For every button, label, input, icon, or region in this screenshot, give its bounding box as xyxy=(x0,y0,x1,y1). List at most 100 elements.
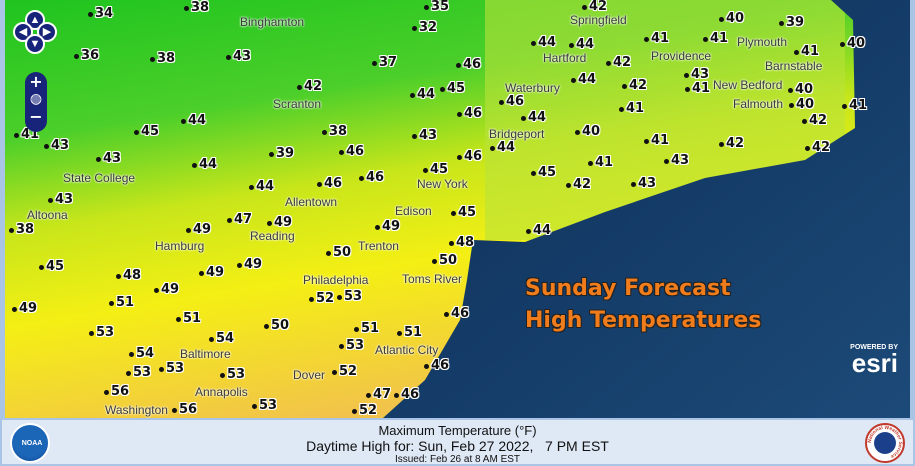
zoom-out-button[interactable]: − xyxy=(29,107,43,126)
temperature-point[interactable]: 43 xyxy=(411,128,438,143)
temperature-point[interactable]: 42 xyxy=(296,79,323,94)
temperature-point[interactable]: 53 xyxy=(88,325,115,340)
temperature-point[interactable]: 47 xyxy=(365,387,392,402)
temperature-point[interactable]: 41 xyxy=(643,133,670,148)
temperature-point[interactable]: 44 xyxy=(489,140,516,155)
temperature-point[interactable]: 41 xyxy=(643,31,670,46)
temperature-point[interactable]: 46 xyxy=(456,106,483,121)
temperature-point[interactable]: 45 xyxy=(450,205,477,220)
globe-icon[interactable]: ◍ xyxy=(29,91,43,107)
temperature-point[interactable]: 36 xyxy=(73,48,100,63)
temperature-point[interactable]: 51 xyxy=(396,325,423,340)
temperature-point[interactable]: 46 xyxy=(338,144,365,159)
zoom-in-button[interactable]: + xyxy=(29,72,43,91)
temperature-point[interactable]: 38 xyxy=(149,51,176,66)
temperature-point[interactable]: 50 xyxy=(431,253,458,268)
temperature-point[interactable]: 39 xyxy=(778,15,805,30)
temperature-point[interactable]: 37 xyxy=(371,55,398,70)
temperature-point[interactable]: 49 xyxy=(153,282,180,297)
temperature-point[interactable]: 44 xyxy=(530,35,557,50)
temperature-point[interactable]: 50 xyxy=(263,318,290,333)
temperature-point[interactable]: 42 xyxy=(621,78,648,93)
temperature-point[interactable]: 53 xyxy=(125,365,152,380)
temperature-point[interactable]: 53 xyxy=(219,367,246,382)
temperature-point[interactable]: 45 xyxy=(530,165,557,180)
temperature-point[interactable]: 48 xyxy=(115,268,142,283)
temperature-point[interactable]: 49 xyxy=(266,215,293,230)
temperature-point[interactable]: 42 xyxy=(581,0,608,14)
temperature-point[interactable]: 45 xyxy=(133,124,160,139)
temperature-point[interactable]: 43 xyxy=(43,138,70,153)
temperature-point[interactable]: 35 xyxy=(423,0,450,14)
temperature-point[interactable]: 43 xyxy=(225,49,252,64)
temperature-point[interactable]: 40 xyxy=(788,97,815,112)
temperature-point[interactable]: 41 xyxy=(793,44,820,59)
temperature-point[interactable]: 41 xyxy=(618,101,645,116)
temperature-point[interactable]: 49 xyxy=(374,219,401,234)
temperature-point[interactable]: 46 xyxy=(498,94,525,109)
temperature-point[interactable]: 53 xyxy=(251,398,278,413)
temperature-point[interactable]: 51 xyxy=(353,321,380,336)
temperature-point[interactable]: 52 xyxy=(308,291,335,306)
temperature-point[interactable]: 47 xyxy=(226,212,253,227)
pan-down-button[interactable]: ▼ xyxy=(25,34,45,54)
temperature-point[interactable]: 53 xyxy=(336,289,363,304)
temperature-point[interactable]: 48 xyxy=(448,235,475,250)
temperature-point[interactable]: 56 xyxy=(171,402,198,417)
temperature-point[interactable]: 54 xyxy=(128,346,155,361)
temperature-point[interactable]: 42 xyxy=(804,140,831,155)
temperature-point[interactable]: 49 xyxy=(185,222,212,237)
temperature-point[interactable]: 42 xyxy=(565,177,592,192)
temperature-point[interactable]: 51 xyxy=(175,311,202,326)
temperature-point[interactable]: 44 xyxy=(520,110,547,125)
temperature-point[interactable]: 44 xyxy=(568,37,595,52)
temperature-point[interactable]: 52 xyxy=(331,364,358,379)
temperature-point[interactable]: 52 xyxy=(351,403,378,418)
temperature-point[interactable]: 44 xyxy=(570,72,597,87)
temperature-point[interactable]: 54 xyxy=(208,331,235,346)
temperature-point[interactable]: 41 xyxy=(702,31,729,46)
temperature-point[interactable]: 41 xyxy=(684,81,711,96)
temperature-point[interactable]: 45 xyxy=(439,81,466,96)
temperature-point[interactable]: 46 xyxy=(455,57,482,72)
temperature-point[interactable]: 44 xyxy=(409,87,436,102)
temperature-point[interactable]: 38 xyxy=(8,222,35,237)
temperature-point[interactable]: 42 xyxy=(801,113,828,128)
temperature-point[interactable]: 46 xyxy=(316,176,343,191)
temperature-point[interactable]: 45 xyxy=(422,162,449,177)
temperature-point[interactable]: 43 xyxy=(630,176,657,191)
temperature-point[interactable]: 40 xyxy=(718,11,745,26)
temperature-point[interactable]: 46 xyxy=(358,170,385,185)
temperature-point[interactable]: 46 xyxy=(423,358,450,373)
temperature-point[interactable]: 46 xyxy=(443,306,470,321)
temperature-point[interactable]: 43 xyxy=(47,192,74,207)
temperature-point[interactable]: 38 xyxy=(183,0,210,15)
temperature-point[interactable]: 53 xyxy=(158,361,185,376)
temperature-point[interactable]: 49 xyxy=(198,265,225,280)
weather-map[interactable]: Binghamton Springfield Scranton Hartford Pro… xyxy=(0,0,915,418)
temperature-point[interactable]: 40 xyxy=(839,36,866,51)
temperature-point[interactable]: 43 xyxy=(663,153,690,168)
temperature-point[interactable]: 50 xyxy=(325,245,352,260)
temperature-point[interactable]: 44 xyxy=(525,223,552,238)
temperature-point[interactable]: 44 xyxy=(191,157,218,172)
temperature-point[interactable]: 40 xyxy=(574,124,601,139)
temperature-point[interactable]: 43 xyxy=(95,151,122,166)
temperature-point[interactable]: 42 xyxy=(605,55,632,70)
temperature-point[interactable]: 42 xyxy=(718,136,745,151)
temperature-point[interactable]: 43 xyxy=(683,67,710,82)
temperature-point[interactable]: 34 xyxy=(87,6,114,21)
temperature-point[interactable]: 44 xyxy=(180,113,207,128)
temperature-point[interactable]: 46 xyxy=(456,149,483,164)
temperature-point[interactable]: 44 xyxy=(248,179,275,194)
temperature-point[interactable]: 39 xyxy=(268,146,295,161)
temperature-point[interactable]: 46 xyxy=(393,387,420,402)
temperature-point[interactable]: 32 xyxy=(411,20,438,35)
temperature-point[interactable]: 45 xyxy=(38,259,65,274)
temperature-point[interactable]: 51 xyxy=(108,295,135,310)
temperature-point[interactable]: 41 xyxy=(587,155,614,170)
temperature-point[interactable]: 41 xyxy=(841,98,868,113)
temperature-point[interactable]: 53 xyxy=(338,338,365,353)
temperature-point[interactable]: 40 xyxy=(787,82,814,97)
temperature-point[interactable]: 49 xyxy=(236,257,263,272)
